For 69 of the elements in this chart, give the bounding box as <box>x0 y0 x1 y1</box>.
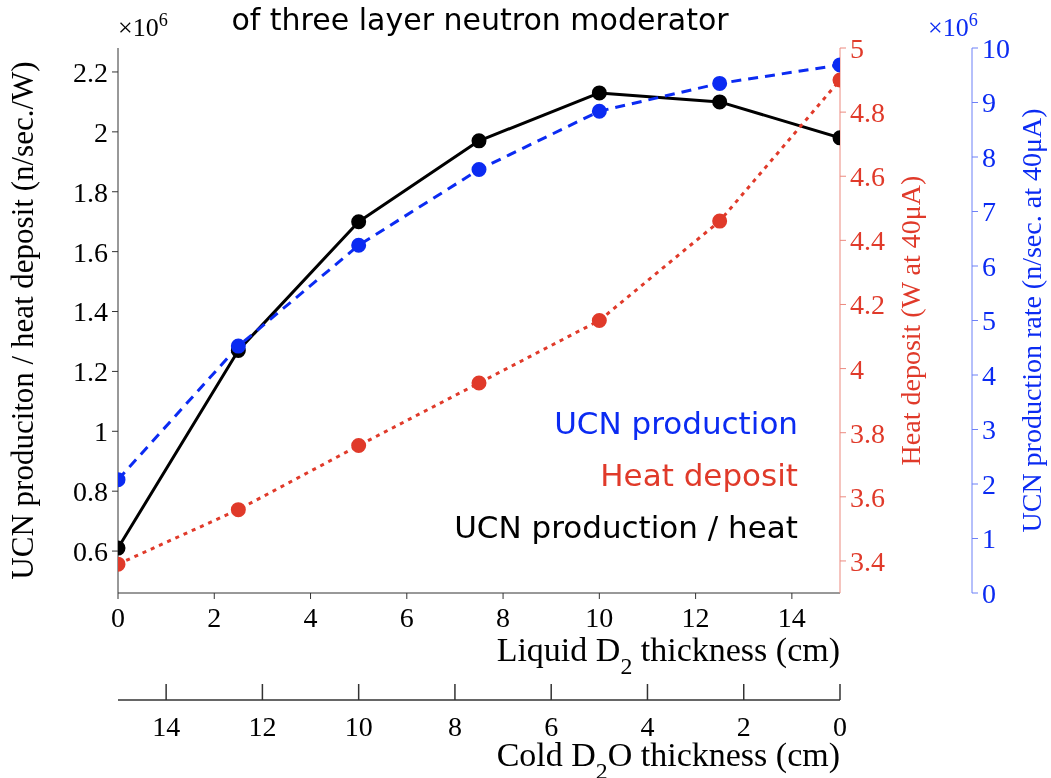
y2-tick-label: 3.6 <box>850 481 885 513</box>
y3-tick-label: 7 <box>982 196 996 228</box>
x-tick-label: 10 <box>585 601 614 633</box>
y3-tick-label: 3 <box>982 414 996 446</box>
x2-tick-label: 12 <box>248 711 277 742</box>
chart-title: of three layer neutron moderator <box>231 2 730 37</box>
point <box>471 162 487 178</box>
x-tick-label: 14 <box>777 601 806 633</box>
point <box>591 313 607 328</box>
y-tick-label: 1.6 <box>73 236 108 268</box>
y3-tick-label: 9 <box>982 87 996 119</box>
point <box>230 338 246 354</box>
x2-tick-label: 4 <box>640 711 655 742</box>
y2-tick-label: 4.6 <box>850 161 885 193</box>
y3-tick-label: 4 <box>982 359 996 391</box>
text: Heat deposit <box>599 456 798 495</box>
y-tick-label: 1.4 <box>73 296 108 328</box>
point <box>591 85 607 101</box>
y2-tick-label: 3.8 <box>850 417 885 449</box>
text: UCN production / heat <box>454 508 798 547</box>
x-axis-title: Liquid D$_{2}$ thickness (cm) <box>496 631 840 679</box>
text: ×10$^{6}$ <box>118 10 168 42</box>
point <box>351 438 367 454</box>
y-tick-label: 2.2 <box>73 56 108 88</box>
y2-tick-label: 4.4 <box>850 225 885 257</box>
point <box>230 502 246 518</box>
x2-tick-label: 0 <box>833 711 847 742</box>
y3-tick-label: 8 <box>982 141 996 173</box>
y-tick-label: 1 <box>94 416 108 448</box>
point <box>591 103 607 119</box>
y3-tick-label: 0 <box>982 577 996 609</box>
x-tick-label: 2 <box>207 601 222 633</box>
y3-tick-label: 10 <box>982 32 1010 64</box>
y2-axis-title: Heat deposit (W at 40μA) <box>894 175 926 466</box>
x2-tick-label: 8 <box>447 711 462 742</box>
point <box>471 133 487 149</box>
x-tick-label: 8 <box>496 601 511 633</box>
x2-tick-label: 10 <box>344 711 373 742</box>
point <box>351 237 367 253</box>
y2-tick-label: 5 <box>850 32 864 64</box>
y-tick-label: 0.6 <box>73 536 108 568</box>
x-tick-label: 12 <box>681 601 710 633</box>
point <box>712 94 728 110</box>
y2-tick-label: 4 <box>850 353 864 385</box>
text: UCN production <box>553 404 798 443</box>
x2-tick-label: 14 <box>152 711 181 742</box>
y2-tick-label: 4.2 <box>850 289 885 321</box>
y3-tick-label: 1 <box>982 523 996 555</box>
x-tick-label: 4 <box>303 601 318 633</box>
point <box>471 375 487 391</box>
point <box>712 213 728 229</box>
point <box>351 214 367 230</box>
point <box>712 75 728 91</box>
y-tick-label: 0.8 <box>73 476 108 508</box>
x-tick-label: 6 <box>399 601 414 633</box>
y-tick-label: 2 <box>94 116 108 148</box>
y2-tick-label: 3.4 <box>850 545 885 577</box>
y-tick-label: 1.2 <box>73 356 108 388</box>
y3-tick-label: 6 <box>982 250 996 282</box>
y-tick-label: 1.8 <box>73 176 108 208</box>
y3-tick-label: 5 <box>982 305 996 337</box>
x-tick-label: 0 <box>111 601 125 633</box>
x2-tick-label: 6 <box>544 711 559 742</box>
x2-tick-label: 2 <box>736 711 751 742</box>
text: ×10$^{6}$ <box>928 10 978 42</box>
y-axis-title: UCN produciton / heat deposit (n/sec./W) <box>4 61 40 580</box>
y2-tick-label: 4.8 <box>850 97 885 129</box>
y3-tick-label: 2 <box>982 468 996 500</box>
y3-axis-title: UCN production rate (n/sec. at 40μA) <box>1015 108 1047 533</box>
